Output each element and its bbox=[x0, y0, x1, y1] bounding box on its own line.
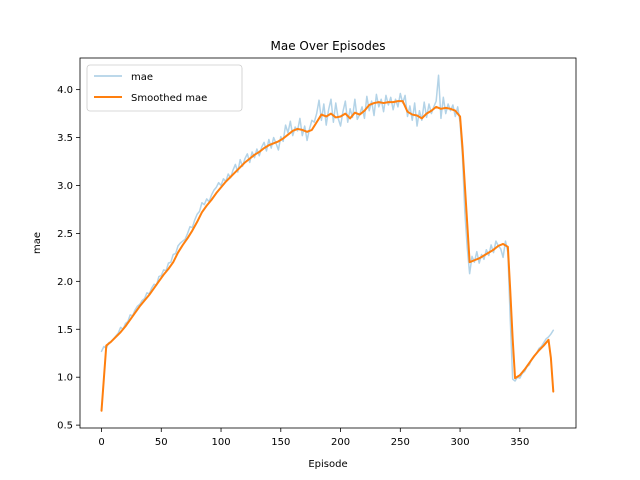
x-tick-label: 150 bbox=[271, 437, 290, 448]
x-tick-label: 0 bbox=[98, 437, 104, 448]
x-tick-label: 250 bbox=[391, 437, 410, 448]
series-line-mae bbox=[100, 74, 555, 382]
y-tick-label: 1.5 bbox=[57, 325, 73, 336]
x-axis: 0 50 100 150 200 250 300 350 bbox=[98, 428, 529, 448]
x-tick-label: 350 bbox=[510, 437, 529, 448]
legend-label-smoothed-mae: Smoothed mae bbox=[131, 93, 207, 104]
x-axis-label: Episode bbox=[308, 459, 347, 470]
y-axis: 0.5 1.0 1.5 2.0 2.5 3.0 3.5 4.0 bbox=[57, 85, 80, 432]
legend-box bbox=[86, 64, 243, 112]
y-tick-label: 3.5 bbox=[57, 133, 73, 144]
y-tick-label: 2.5 bbox=[57, 229, 73, 240]
series-layer bbox=[100, 74, 555, 412]
y-axis-label: mae bbox=[32, 232, 43, 254]
legend-label-mae: mae bbox=[131, 72, 153, 83]
legend: mae Smoothed mae bbox=[86, 64, 243, 112]
y-tick-label: 4.0 bbox=[57, 85, 73, 96]
x-tick-label: 100 bbox=[211, 437, 230, 448]
y-tick-label: 0.5 bbox=[57, 421, 73, 432]
plot-frame bbox=[79, 57, 577, 429]
chart-title: Mae Over Episodes bbox=[271, 39, 386, 53]
y-tick-label: 3.0 bbox=[57, 181, 73, 192]
x-tick-label: 50 bbox=[155, 437, 168, 448]
series-line-smoothed-mae bbox=[100, 100, 555, 412]
x-tick-label: 200 bbox=[331, 437, 350, 448]
x-tick-label: 300 bbox=[451, 437, 470, 448]
y-tick-label: 2.0 bbox=[57, 277, 73, 288]
y-tick-label: 1.0 bbox=[57, 373, 73, 384]
